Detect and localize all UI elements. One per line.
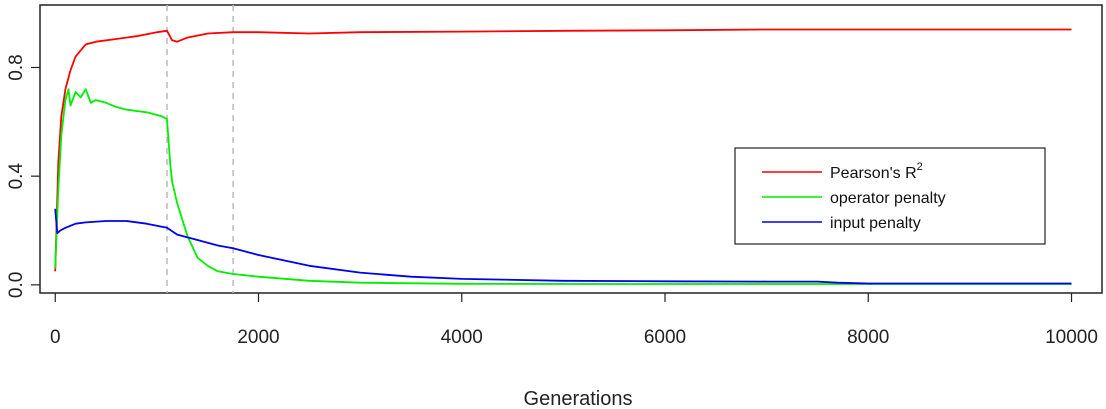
series-line-operator-penalty [54,88,1072,285]
y-tick-label-2: 0.8 [6,54,27,80]
y-tick-label-0: 0.0 [6,272,27,298]
x-tick-label-4: 8000 [847,327,889,348]
series-line-r2 [54,28,1072,272]
reference-lines [166,5,234,293]
x-tick-label-0: 0 [50,327,61,348]
x-axis-title: Generations [524,388,633,409]
x-tick-label-3: 6000 [644,327,686,348]
y-axis: 0.0 0.4 0.8 [6,54,40,298]
legend-label-r2: Pearson's R2 [830,161,923,182]
x-tick-label-2: 4000 [441,327,483,348]
series-line-input-penalty [54,208,1072,285]
x-tick-label-1: 2000 [237,327,279,348]
x-tick-label-5: 10000 [1045,327,1098,348]
legend-label-operator: operator penalty [830,190,946,207]
legend-label-r2-sup: 2 [917,161,923,173]
legend-box [734,147,1046,245]
legend: Pearson's R2 operator penalty input pena… [734,147,1046,245]
legend-label-r2-base: Pearson's R [830,165,917,182]
x-axis: 0 2000 4000 6000 8000 10000 [50,293,1098,348]
legend-label-input: input penalty [830,215,921,232]
plot-frame [39,4,1103,294]
y-tick-label-1: 0.4 [6,163,27,190]
series-layer [54,28,1072,285]
